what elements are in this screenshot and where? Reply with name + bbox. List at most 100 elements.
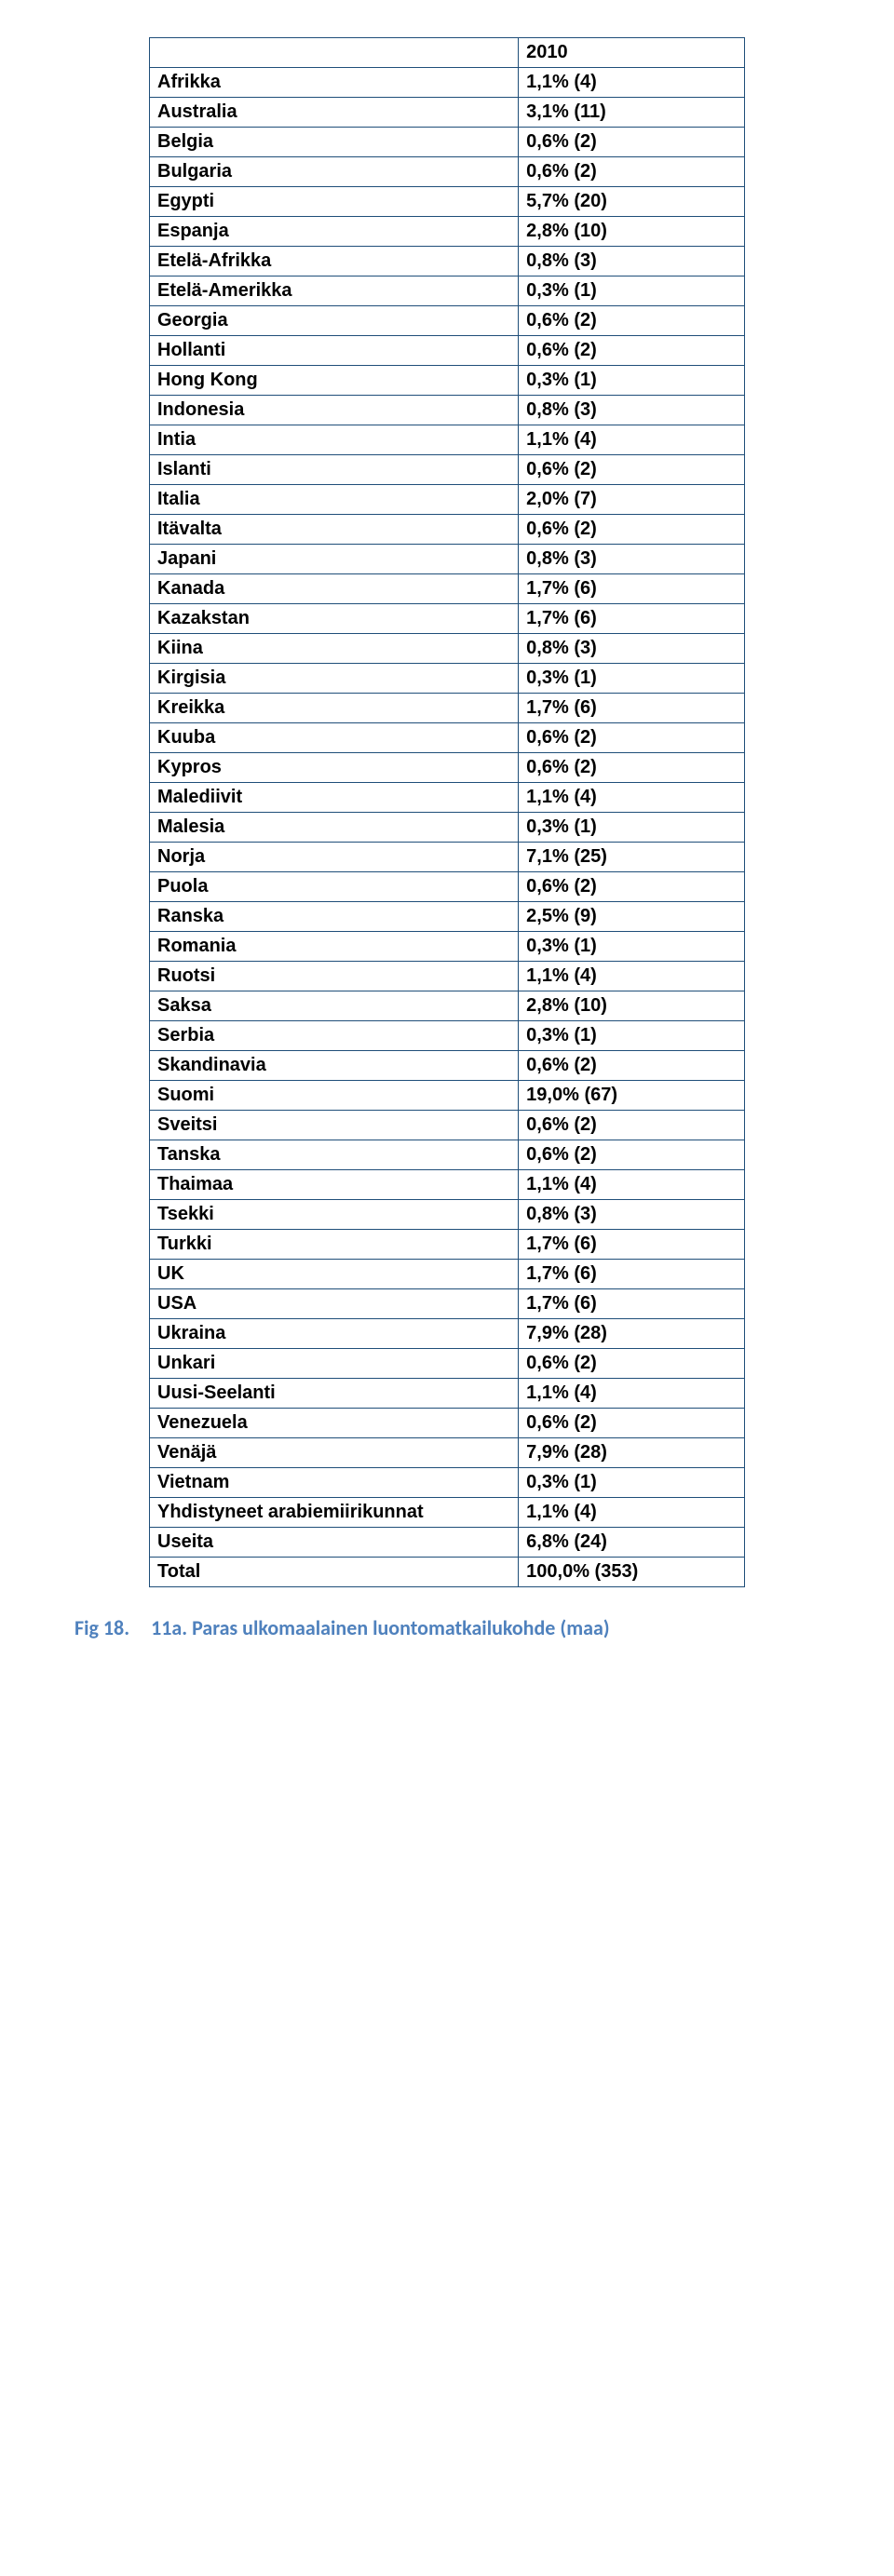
country-cell: Afrikka [150, 68, 519, 98]
value-cell: 1,1% (4) [519, 68, 745, 98]
country-cell: Hong Kong [150, 366, 519, 396]
country-cell: Kazakstan [150, 604, 519, 634]
table-row: Turkki1,7% (6) [150, 1230, 745, 1260]
table-row: Serbia0,3% (1) [150, 1021, 745, 1051]
country-cell: Etelä-Amerikka [150, 276, 519, 306]
table-row: Bulgaria0,6% (2) [150, 157, 745, 187]
country-cell: Skandinavia [150, 1051, 519, 1081]
country-cell: Thaimaa [150, 1170, 519, 1200]
country-cell: Puola [150, 872, 519, 902]
page: 2010 Afrikka1,1% (4)Australia3,1% (11)Be… [0, 0, 894, 1678]
country-cell: Bulgaria [150, 157, 519, 187]
table-row: Total100,0% (353) [150, 1558, 745, 1587]
country-cell: Tanska [150, 1140, 519, 1170]
value-cell: 0,3% (1) [519, 1021, 745, 1051]
country-cell: Intia [150, 425, 519, 455]
table-row: Malesia0,3% (1) [150, 813, 745, 843]
value-cell: 1,1% (4) [519, 1170, 745, 1200]
value-cell: 0,3% (1) [519, 664, 745, 694]
table-row: Hong Kong0,3% (1) [150, 366, 745, 396]
value-cell: 0,6% (2) [519, 1051, 745, 1081]
table-row: Romania0,3% (1) [150, 932, 745, 962]
table-row: Afrikka1,1% (4) [150, 68, 745, 98]
country-cell: Kreikka [150, 694, 519, 723]
country-cell: Etelä-Afrikka [150, 247, 519, 276]
country-cell: Ranska [150, 902, 519, 932]
value-cell: 1,1% (4) [519, 783, 745, 813]
table-row: Tsekki0,8% (3) [150, 1200, 745, 1230]
value-cell: 0,6% (2) [519, 128, 745, 157]
table-row: Kazakstan1,7% (6) [150, 604, 745, 634]
table-row: Espanja2,8% (10) [150, 217, 745, 247]
table-row: Kirgisia0,3% (1) [150, 664, 745, 694]
value-cell: 7,9% (28) [519, 1438, 745, 1468]
table-row: Thaimaa1,1% (4) [150, 1170, 745, 1200]
table-row: Kypros0,6% (2) [150, 753, 745, 783]
table-row: Kreikka1,7% (6) [150, 694, 745, 723]
value-cell: 1,7% (6) [519, 1260, 745, 1289]
value-cell: 5,7% (20) [519, 187, 745, 217]
figure-caption: Fig 18. 11a. Paras ulkomaalainen luontom… [74, 1615, 820, 1640]
table-row: Islanti0,6% (2) [150, 455, 745, 485]
country-cell: Kuuba [150, 723, 519, 753]
table-row: Kiina0,8% (3) [150, 634, 745, 664]
value-cell: 0,8% (3) [519, 1200, 745, 1230]
table-row: Etelä-Afrikka0,8% (3) [150, 247, 745, 276]
country-cell: Venezuela [150, 1409, 519, 1438]
country-cell: Tsekki [150, 1200, 519, 1230]
value-cell: 100,0% (353) [519, 1558, 745, 1587]
country-cell: Serbia [150, 1021, 519, 1051]
country-cell: Espanja [150, 217, 519, 247]
table-row: Saksa2,8% (10) [150, 991, 745, 1021]
table-row: Uusi-Seelanti1,1% (4) [150, 1379, 745, 1409]
table-row: Ruotsi1,1% (4) [150, 962, 745, 991]
header-empty-cell [150, 38, 519, 68]
country-cell: Turkki [150, 1230, 519, 1260]
country-cell: Islanti [150, 455, 519, 485]
table-row: Sveitsi0,6% (2) [150, 1111, 745, 1140]
table-row: Intia1,1% (4) [150, 425, 745, 455]
country-cell: Australia [150, 98, 519, 128]
country-cell: Belgia [150, 128, 519, 157]
value-cell: 0,3% (1) [519, 366, 745, 396]
country-cell: Useita [150, 1528, 519, 1558]
country-cell: Kypros [150, 753, 519, 783]
value-cell: 1,7% (6) [519, 694, 745, 723]
value-cell: 0,6% (2) [519, 515, 745, 545]
country-cell: Egypti [150, 187, 519, 217]
value-cell: 0,6% (2) [519, 723, 745, 753]
value-cell: 1,7% (6) [519, 1289, 745, 1319]
value-cell: 0,6% (2) [519, 306, 745, 336]
value-cell: 1,7% (6) [519, 604, 745, 634]
value-cell: 2,0% (7) [519, 485, 745, 515]
value-cell: 7,9% (28) [519, 1319, 745, 1349]
table-row: Indonesia0,8% (3) [150, 396, 745, 425]
table-row: Kuuba0,6% (2) [150, 723, 745, 753]
country-cell: Ukraina [150, 1319, 519, 1349]
value-cell: 0,6% (2) [519, 872, 745, 902]
figure-label: Fig 18. [74, 1615, 129, 1640]
table-row: Hollanti0,6% (2) [150, 336, 745, 366]
country-cell: Romania [150, 932, 519, 962]
value-cell: 1,7% (6) [519, 574, 745, 604]
value-cell: 0,6% (2) [519, 157, 745, 187]
country-cell: Venäjä [150, 1438, 519, 1468]
table-row: Venäjä7,9% (28) [150, 1438, 745, 1468]
country-cell: Itävalta [150, 515, 519, 545]
table-row: USA1,7% (6) [150, 1289, 745, 1319]
value-cell: 0,6% (2) [519, 336, 745, 366]
country-cell: Unkari [150, 1349, 519, 1379]
table-row: Italia2,0% (7) [150, 485, 745, 515]
value-cell: 1,7% (6) [519, 1230, 745, 1260]
table-row: Malediivit1,1% (4) [150, 783, 745, 813]
country-cell: Georgia [150, 306, 519, 336]
value-cell: 1,1% (4) [519, 962, 745, 991]
table-row: Useita6,8% (24) [150, 1528, 745, 1558]
country-cell: Kirgisia [150, 664, 519, 694]
value-cell: 0,3% (1) [519, 813, 745, 843]
value-cell: 0,8% (3) [519, 545, 745, 574]
country-cell: Kanada [150, 574, 519, 604]
country-cell: Hollanti [150, 336, 519, 366]
value-cell: 0,6% (2) [519, 753, 745, 783]
table-row: Skandinavia0,6% (2) [150, 1051, 745, 1081]
